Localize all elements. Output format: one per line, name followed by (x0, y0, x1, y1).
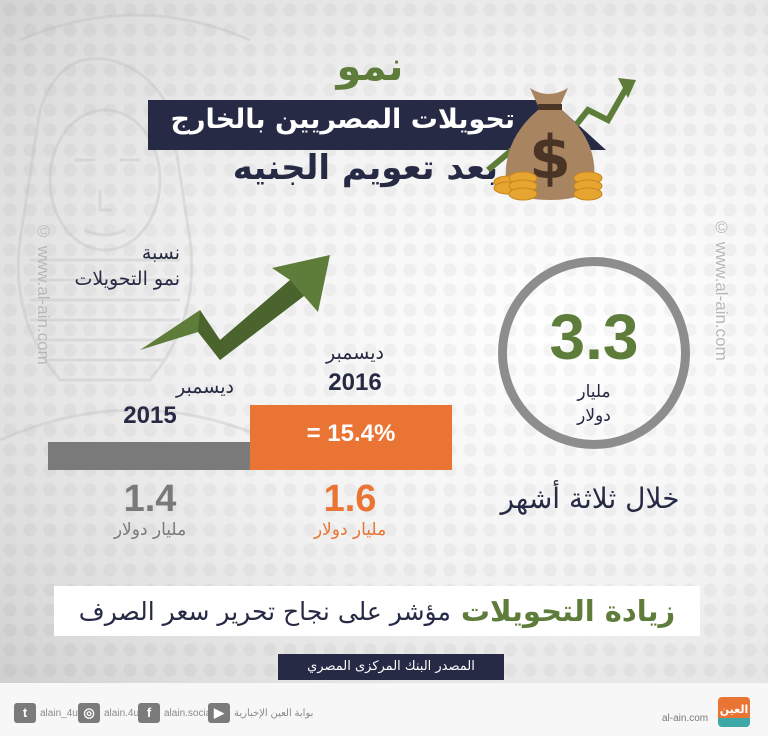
facebook-handle[interactable]: alain.social (164, 707, 214, 719)
total-value: 3.3 (549, 301, 639, 373)
copyright-symbol: © (712, 218, 731, 237)
watermark-site: www.al-ain.com (712, 241, 731, 361)
growth-label: نسبة نمو التحويلات (70, 240, 180, 292)
social-twitter[interactable]: t alain_4u (14, 703, 78, 723)
growth-arrow-icon (140, 255, 330, 360)
social-youtube[interactable]: ▶ بوابة العين الإخبارية (208, 703, 313, 723)
conclusion-text: مؤشر على نجاح تحرير سعر الصرف (78, 596, 451, 626)
conclusion-highlight: زيادة التحويلات (460, 594, 676, 628)
watermark-left: © www.al-ain.com (34, 222, 53, 365)
total-unit-line1: مليار (577, 382, 611, 402)
title-banner-text: تحويلات المصريين بالخارج (170, 104, 515, 135)
youtube-handle[interactable]: بوابة العين الإخبارية (234, 707, 314, 719)
watermark-site: www.al-ain.com (34, 245, 53, 365)
bar-2015 (48, 442, 250, 470)
source-label: المصدر البنك المركزى المصري (278, 654, 504, 680)
month-2016: ديسمبر (326, 342, 384, 364)
watermark-right: © www.al-ain.com (712, 218, 731, 361)
facebook-icon[interactable]: f (138, 703, 160, 723)
svg-text:$: $ (529, 123, 571, 193)
social-facebook[interactable]: f alain.social (138, 703, 213, 723)
total-unit: مليار دولار (498, 380, 690, 428)
money-bag-icon: $ (486, 78, 636, 201)
value-2015: 1.4 (123, 478, 177, 520)
title-subtitle: بعد تعويم الجنيه (232, 148, 498, 188)
unit-2015: مليار دولار (113, 520, 187, 540)
title-highlight: نمو (336, 44, 404, 90)
site-url[interactable]: al-ain.com (662, 713, 709, 724)
growth-label-line1: نسبة (141, 242, 180, 264)
instagram-icon[interactable]: ◎ (78, 703, 100, 723)
value-2016: 1.6 (323, 478, 377, 520)
total-ring (498, 257, 690, 449)
total-caption: خلال ثلاثة أشهر (500, 482, 680, 515)
bar-2016 (250, 405, 452, 470)
growth-label-line2: نمو التحويلات (74, 268, 180, 290)
instagram-handle[interactable]: alain.4u (104, 707, 140, 719)
social-instagram[interactable]: ◎ alain.4u (78, 703, 139, 723)
month-2015: ديسمبر (176, 376, 234, 398)
growth-percent: = 15.4% (306, 420, 396, 447)
conclusion-box: زيادة التحويلات مؤشر على نجاح تحرير سعر … (54, 586, 700, 636)
footer: t alain_4u ◎ alain.4u f alain.social ▶ ب… (0, 683, 768, 736)
year-2015: 2015 (123, 402, 177, 429)
total-unit-line2: دولار (577, 406, 611, 426)
al-ain-logo[interactable]: العين (718, 697, 750, 727)
unit-2016: مليار دولار (313, 520, 387, 540)
year-2016: 2016 (328, 369, 382, 396)
copyright-symbol: © (34, 222, 53, 241)
youtube-icon[interactable]: ▶ (208, 703, 230, 723)
twitter-handle[interactable]: alain_4u (40, 707, 78, 719)
twitter-icon[interactable]: t (14, 703, 36, 723)
